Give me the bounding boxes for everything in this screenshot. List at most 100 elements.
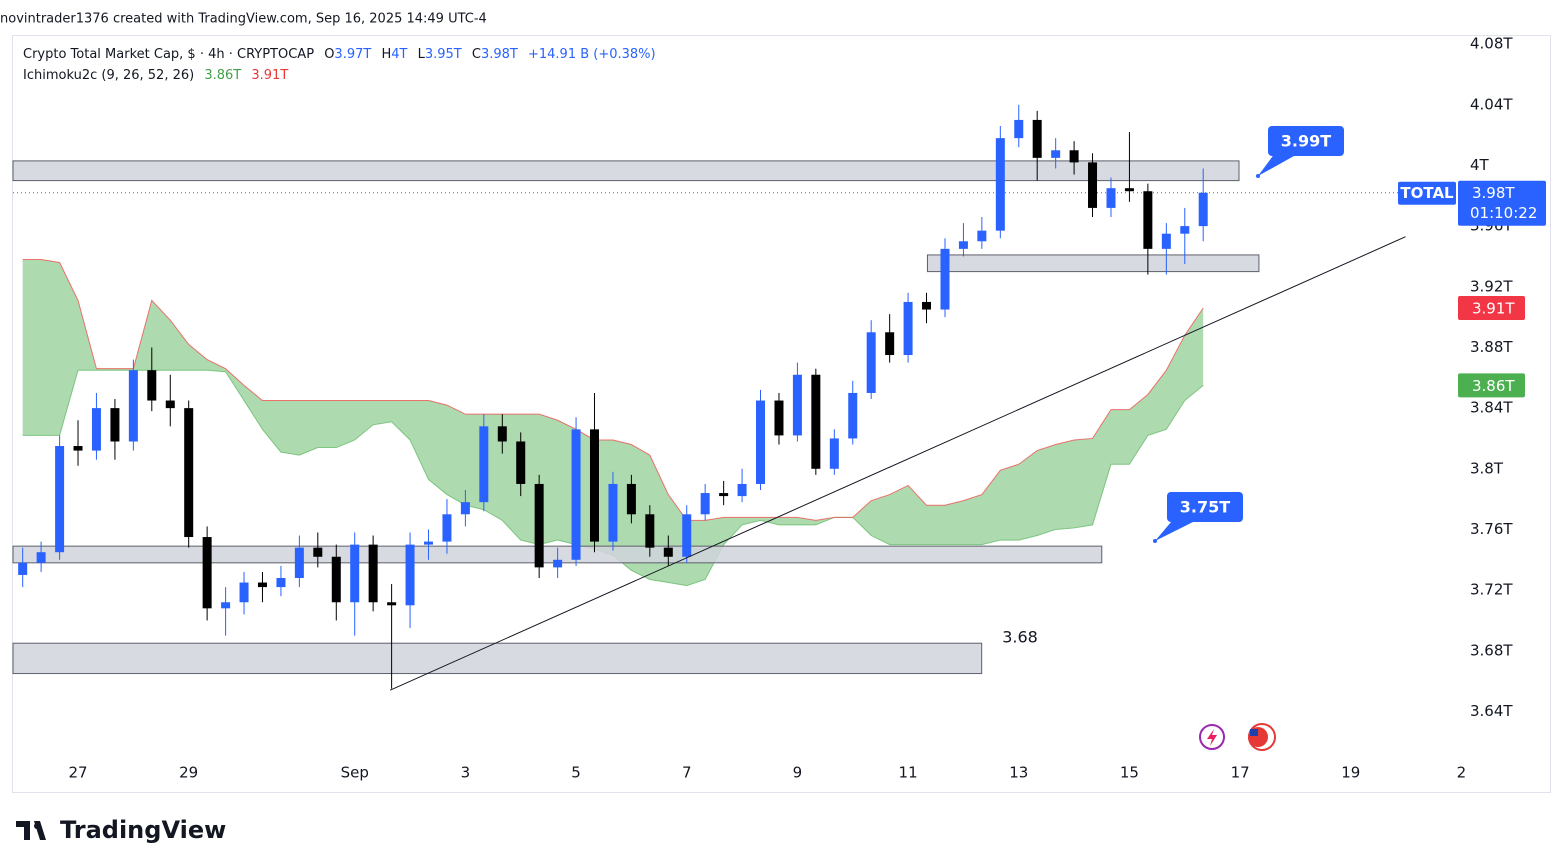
candle-body: [1143, 191, 1153, 249]
indicator-value: 3.86T: [204, 68, 241, 83]
candle-body: [1014, 119, 1024, 139]
candle-body: [516, 441, 526, 484]
price-label-box: [1458, 180, 1546, 226]
candle-body: [1069, 150, 1079, 163]
indicator-label: 3.91T: [1472, 300, 1515, 318]
indicator-value: 3.91T: [251, 68, 288, 83]
x-tick-label: 11: [899, 764, 918, 782]
candle-body: [1180, 226, 1190, 234]
x-tick-label: Sep: [341, 764, 369, 782]
candle-body: [387, 602, 397, 606]
x-tick-label: 13: [1009, 764, 1028, 782]
y-tick-label: 3.84T: [1470, 399, 1513, 417]
indicator-label-box: [1458, 373, 1525, 398]
x-tick-label: 29: [179, 764, 198, 782]
candle-body: [221, 602, 231, 609]
x-tick-label: 15: [1120, 764, 1139, 782]
price-label: 3.98T: [1472, 184, 1515, 202]
candle-body: [885, 332, 895, 356]
candle-body: [350, 544, 360, 603]
candle-body: [460, 502, 470, 515]
y-tick-label: 3.68T: [1470, 641, 1513, 659]
indicator-name: Ichimoku2c (9, 26, 52, 26): [23, 68, 194, 83]
candle-body: [866, 332, 876, 393]
candle-body: [73, 446, 83, 451]
ohlc-value: 3.95T: [425, 47, 462, 62]
callout-box: [1268, 126, 1344, 156]
symbol-label-box: [1398, 181, 1456, 205]
candle-body: [442, 514, 452, 542]
ohlc-key: L: [418, 47, 426, 62]
candle-body: [626, 483, 636, 515]
candle-body: [811, 374, 821, 469]
candle-body: [663, 547, 673, 557]
candle-body: [313, 547, 323, 557]
candle-body: [719, 493, 729, 497]
candle-body: [700, 493, 710, 515]
y-tick-label: 3.88T: [1470, 338, 1513, 356]
candle-body: [91, 408, 101, 451]
candle-body: [848, 392, 858, 439]
icon-bolt: [1207, 729, 1217, 746]
candle-body: [774, 400, 784, 436]
candle-body: [1106, 188, 1116, 208]
candle-body: [110, 408, 120, 442]
candle-body: [534, 483, 544, 568]
candle-body: [423, 541, 433, 545]
candle-body: [18, 562, 28, 575]
candle-body: [331, 556, 341, 603]
legend-line: Crypto Total Market Cap, $ · 4h · CRYPTO…: [23, 47, 656, 62]
change: +14.91 B (+0.38%): [528, 47, 656, 62]
attribution: novintrader1376 created with TradingView…: [0, 12, 487, 27]
candle-body: [1032, 119, 1042, 158]
y-tick-label: 4.04T: [1470, 95, 1513, 113]
y-tick-label: 3.64T: [1470, 702, 1513, 720]
x-tick-label: 7: [682, 764, 692, 782]
callout-text: 3.99T: [1281, 132, 1331, 151]
trendline: [389, 236, 1406, 691]
candle-body: [257, 582, 267, 588]
candle-body: [903, 301, 913, 356]
candle-body: [405, 544, 415, 606]
candle-body: [294, 547, 304, 578]
x-tick-label: 3: [461, 764, 471, 782]
callout-box: [1167, 492, 1243, 522]
indicator-label-box: [1458, 296, 1525, 321]
candle-body: [645, 514, 655, 548]
candle-body: [589, 429, 599, 542]
candle-body: [276, 577, 286, 588]
candle-body: [977, 230, 987, 242]
x-tick-label: 9: [793, 764, 803, 782]
candle-body: [1051, 150, 1061, 158]
ohlc-key: H: [381, 47, 391, 62]
candle-body: [553, 559, 563, 568]
footer-logo: TradingView: [16, 816, 226, 844]
y-tick-label: 4.08T: [1470, 35, 1513, 53]
ohlc-key: O: [324, 47, 334, 62]
candle-body: [958, 241, 968, 249]
candle-body: [147, 370, 157, 401]
zone: [926, 254, 1260, 273]
candle-body: [128, 370, 138, 442]
x-tick-label: 2: [1457, 764, 1467, 782]
candle-body: [829, 438, 839, 469]
icons: [1199, 723, 1276, 751]
candle-body: [239, 582, 249, 603]
candle-body: [1198, 192, 1208, 227]
logo-mark: [16, 821, 46, 840]
x-tick-label: 17: [1231, 764, 1250, 782]
y-tick-label: 3.72T: [1470, 581, 1513, 599]
candle-body: [202, 537, 212, 609]
candle-body: [184, 408, 194, 538]
candle-body: [368, 544, 378, 603]
symbol-label: TOTAL: [1400, 184, 1454, 202]
countdown: 01:10:22: [1470, 204, 1537, 222]
plot-area: [12, 104, 1406, 691]
candle-body: [922, 301, 932, 310]
cloud-line: [22, 258, 1204, 521]
indicator-legend: Ichimoku2c (9, 26, 52, 26) 3.86T 3.91T: [23, 68, 288, 83]
candle-body: [55, 446, 65, 553]
x-tick-label: 19: [1341, 764, 1360, 782]
